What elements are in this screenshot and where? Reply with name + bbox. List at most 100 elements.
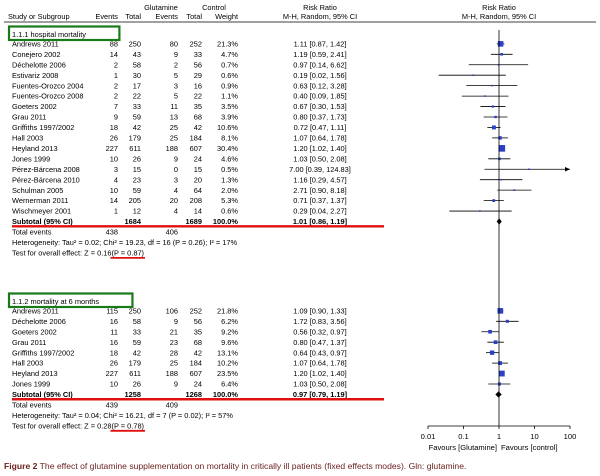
study-total-g: 58: [133, 317, 141, 326]
study-weight: 0.6%: [221, 71, 238, 80]
study-events-g: 9: [114, 113, 118, 122]
overall-effect-p: (P = 0.78): [111, 421, 144, 430]
study-name: Heyland 2013: [12, 144, 58, 153]
study-total-g: 12: [133, 207, 141, 216]
study-name: Goeters 2002: [12, 327, 57, 336]
study-weight: 4.7%: [221, 50, 238, 59]
study-name: Grau 2011: [12, 113, 46, 122]
study-total-g: 611: [129, 369, 141, 378]
point-estimate-box: [498, 136, 502, 140]
point-estimate-box: [479, 210, 481, 212]
point-estimate-box: [505, 319, 509, 323]
study-weight: 3.5%: [221, 102, 238, 111]
study-name: Schulman 2005: [12, 186, 63, 195]
study-name: Déchelotte 2006: [12, 60, 66, 69]
study-events-c: 188: [166, 369, 178, 378]
study-events-g: 16: [110, 317, 118, 326]
subtotal-diamond: [495, 391, 502, 398]
study-ci-text: 0.63 [0.12, 3.28]: [293, 81, 346, 90]
study-events-c: 3: [174, 81, 178, 90]
study-name: Goeters 2002: [12, 102, 57, 111]
study-total-g: 22: [133, 92, 141, 101]
header-weight: Weight: [215, 12, 238, 21]
study-events-c: 25: [170, 134, 178, 143]
study-name: Fuentes-Orozco 2008: [12, 92, 83, 101]
study-total-c: 29: [194, 71, 202, 80]
study-events-c: 21: [170, 327, 178, 336]
subtotal-label: Subtotal (95% CI): [12, 390, 73, 399]
study-events-g: 14: [110, 50, 118, 59]
favours-control-label: Favours [control]: [501, 443, 558, 452]
study-total-g: 15: [133, 165, 141, 174]
point-estimate-box: [493, 340, 498, 345]
study-weight: 9.6%: [221, 338, 238, 347]
header-control: Control: [202, 3, 226, 12]
study-ci-text: 0.29 [0.04, 2.27]: [293, 207, 346, 216]
study-total-c: 16: [194, 81, 202, 90]
study-total-c: 20: [194, 175, 202, 184]
study-events-c: 13: [170, 113, 178, 122]
study-total-c: 35: [194, 327, 202, 336]
header-events-c: Events: [155, 12, 178, 21]
heterogeneity-text: Heterogeneity: Tau² = 0.04; Chi² = 16.21…: [12, 411, 233, 420]
study-ci-text: 0.64 [0.43, 0.97]: [293, 348, 346, 357]
study-ci-text: 1.03 [0.50, 2.08]: [293, 380, 346, 389]
subtotal-label: Subtotal (95% CI): [12, 217, 73, 226]
study-events-c: 20: [170, 196, 178, 205]
overall-effect-text: Test for overall effect: Z = 0.16: [12, 248, 111, 257]
study-events-g: 18: [110, 123, 118, 132]
study-total-c: 14: [194, 207, 202, 216]
total-events-g: 439: [106, 401, 118, 410]
study-ci-text: 1.03 [0.50, 2.08]: [293, 154, 346, 163]
study-events-g: 11: [110, 327, 118, 336]
subtotal-total-c: 1268: [186, 390, 202, 399]
study-name: Heyland 2013: [12, 369, 58, 378]
header-events-g: Events: [95, 12, 118, 21]
study-weight: 8.1%: [221, 134, 238, 143]
point-estimate-box: [497, 41, 504, 47]
study-weight: 21.3%: [217, 39, 238, 48]
study-total-g: 26: [133, 380, 141, 389]
study-total-c: 24: [194, 380, 202, 389]
header-total-c: Total: [186, 12, 202, 21]
point-estimate-box: [528, 168, 530, 171]
study-name: Déchelotte 2006: [12, 317, 66, 326]
study-ci-text: 7.00 [0.39, 124.83]: [289, 165, 351, 174]
study-events-c: 28: [170, 348, 178, 357]
study-name: Griffiths 1997/2002: [12, 348, 74, 357]
study-total-c: 184: [190, 359, 202, 368]
study-ci-text: 0.67 [0.30, 1.53]: [293, 102, 346, 111]
study-ci-text: 1.09 [0.90, 1.33]: [293, 306, 346, 315]
point-estimate-box: [491, 125, 496, 130]
study-total-c: 607: [190, 369, 202, 378]
study-total-c: 607: [190, 144, 202, 153]
study-total-g: 59: [133, 113, 141, 122]
study-events-c: 106: [166, 306, 178, 315]
x-tick-label: 0.01: [421, 432, 436, 441]
study-total-c: 42: [194, 348, 202, 357]
study-total-c: 42: [194, 123, 202, 132]
study-name: Wernerman 2011: [12, 196, 68, 205]
study-ci-text: 0.72 [0.47, 1.11]: [294, 123, 347, 132]
study-events-c: 25: [170, 359, 178, 368]
x-tick-label: 100: [564, 432, 577, 441]
subtotal-total-g: 1684: [125, 217, 142, 226]
study-events-g: 26: [110, 134, 118, 143]
study-name: Andrews 2011: [12, 39, 59, 48]
study-events-c: 9: [174, 154, 178, 163]
study-weight: 0.7%: [221, 60, 238, 69]
study-name: Jones 1999: [12, 380, 50, 389]
study-events-c: 25: [170, 123, 178, 132]
heterogeneity-text: Heterogeneity: Tau² = 0.02; Chi² = 19.23…: [12, 238, 238, 247]
study-events-c: 9: [174, 380, 178, 389]
x-tick-label: 1: [497, 432, 501, 441]
point-estimate-box: [500, 52, 503, 56]
study-events-c: 80: [170, 39, 178, 48]
caption-text: The effect of glutamine supplementation …: [39, 461, 467, 471]
point-estimate-box: [494, 115, 497, 119]
study-events-c: 5: [174, 71, 178, 80]
study-weight: 10.6%: [217, 123, 238, 132]
study-ci-text: 0.71 [0.37, 1.37]: [293, 196, 346, 205]
study-ci-text: 1.72 [0.83, 3.56]: [293, 317, 346, 326]
study-ci-text: 1.20 [1.02, 1.40]: [293, 144, 346, 153]
